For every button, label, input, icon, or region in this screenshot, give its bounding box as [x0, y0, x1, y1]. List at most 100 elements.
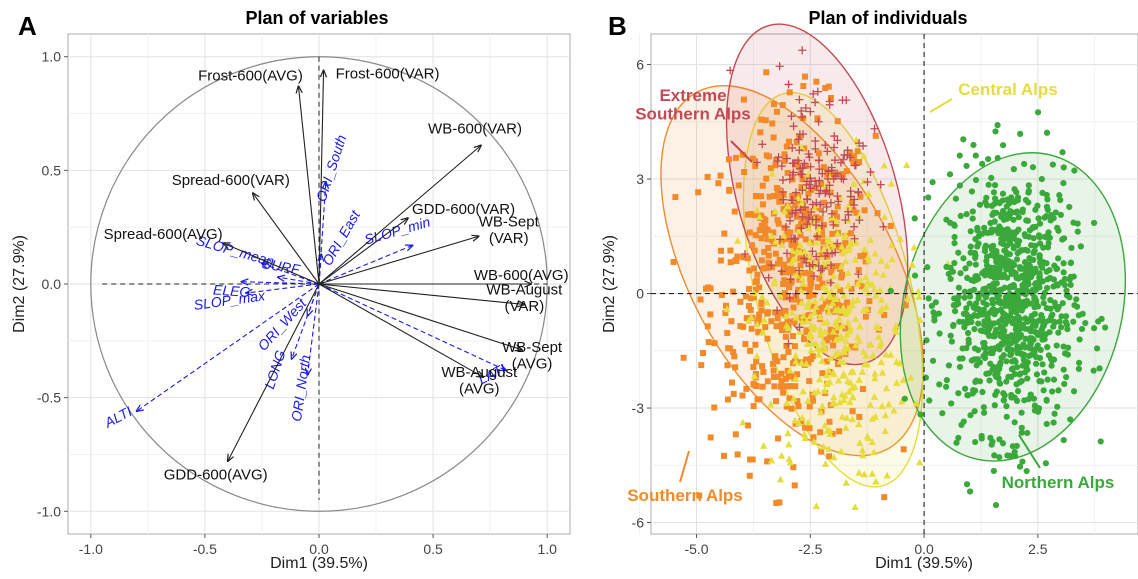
- point-square: [760, 265, 767, 272]
- point-circle: [1059, 300, 1066, 307]
- point-triangle: [788, 259, 796, 267]
- point-plus: [825, 181, 834, 190]
- point-circle: [1062, 313, 1070, 320]
- point-plus: [829, 220, 838, 229]
- point-circle: [1040, 244, 1047, 251]
- point-circle: [992, 128, 999, 135]
- point-circle: [1060, 180, 1067, 187]
- point-plus: [798, 186, 807, 195]
- point-circle: [1053, 265, 1060, 273]
- point-plus: [821, 141, 830, 150]
- point-circle: [990, 306, 997, 313]
- point-circle: [1010, 216, 1017, 223]
- point-square: [730, 390, 737, 397]
- point-circle: [964, 312, 971, 320]
- panel-a-y-ticks: -1.0 -0.5 0.0 0.5 1.0: [37, 49, 68, 519]
- point-square: [794, 371, 801, 378]
- point-square: [755, 328, 762, 335]
- point-triangle: [788, 247, 797, 255]
- point-circle: [1031, 310, 1038, 318]
- point-square: [847, 230, 854, 237]
- point-square: [787, 206, 794, 213]
- point-circle: [1009, 267, 1016, 275]
- point-circle: [1033, 282, 1040, 289]
- point-circle: [1013, 381, 1020, 388]
- point-circle: [1019, 208, 1026, 216]
- point-square: [784, 269, 791, 276]
- point-square: [836, 428, 843, 435]
- point-square: [779, 269, 786, 276]
- point-square: [827, 94, 834, 101]
- point-circle: [971, 356, 978, 363]
- point-square: [707, 434, 714, 441]
- point-circle: [1031, 407, 1038, 414]
- point-square: [815, 309, 822, 316]
- point-square: [779, 102, 786, 109]
- panel-b: B Plan of individuals Southern Alps Centr…: [601, 8, 1138, 572]
- point-triangle: [838, 321, 846, 329]
- point-triangle: [877, 358, 885, 366]
- point-plus: [826, 198, 835, 207]
- point-triangle: [814, 227, 822, 235]
- point-triangle: [870, 393, 878, 400]
- point-plus: [816, 200, 825, 209]
- point-triangle: [798, 318, 806, 325]
- point-circle: [993, 209, 1000, 216]
- point-square: [724, 330, 731, 337]
- point-square: [803, 207, 810, 214]
- point-circle: [972, 261, 979, 268]
- point-square: [773, 499, 780, 506]
- point-circle: [1048, 313, 1055, 320]
- point-triangle: [871, 374, 879, 382]
- point-circle: [991, 402, 998, 409]
- point-circle: [1016, 334, 1023, 342]
- point-circle: [1001, 392, 1008, 399]
- point-square: [750, 364, 757, 371]
- point-square: [790, 304, 797, 311]
- point-circle: [987, 360, 994, 367]
- point-square: [792, 201, 799, 208]
- active-arrow: [223, 243, 320, 285]
- point-circle: [1050, 323, 1057, 330]
- point-triangle: [892, 328, 900, 335]
- point-circle: [1010, 166, 1017, 173]
- point-square: [754, 396, 761, 403]
- point-square: [781, 151, 788, 158]
- point-circle: [1014, 346, 1021, 353]
- y-tick-label: 3: [636, 171, 644, 187]
- point-triangle: [812, 502, 820, 510]
- point-circle: [989, 438, 996, 445]
- point-square: [743, 385, 750, 392]
- point-plus: [816, 266, 825, 275]
- point-plus: [804, 213, 813, 222]
- point-square: [783, 342, 790, 349]
- point-triangle: [830, 399, 839, 407]
- point-triangle: [868, 414, 877, 422]
- supp-var-eleg: ELEG: [213, 281, 320, 300]
- point-circle: [1039, 361, 1046, 368]
- point-triangle: [851, 383, 859, 390]
- point-square: [833, 327, 840, 334]
- point-triangle: [794, 194, 802, 201]
- point-triangle: [863, 278, 871, 286]
- point-triangle: [804, 418, 812, 426]
- point-circle: [1004, 262, 1011, 269]
- point-square: [778, 198, 785, 205]
- point-square: [793, 139, 800, 146]
- point-square: [806, 378, 813, 385]
- point-plus: [788, 143, 797, 152]
- point-triangle: [821, 421, 829, 429]
- point-triangle: [792, 351, 800, 359]
- point-circle: [951, 233, 958, 241]
- point-triangle: [898, 397, 906, 405]
- point-triangle: [817, 408, 825, 416]
- point-triangle: [826, 426, 834, 434]
- point-circle: [1068, 244, 1075, 252]
- point-circle: [956, 182, 963, 189]
- point-square: [704, 173, 711, 180]
- point-plus: [850, 222, 859, 231]
- point-circle: [1038, 175, 1045, 183]
- point-square: [752, 162, 759, 169]
- point-triangle: [768, 232, 776, 239]
- point-circle: [951, 308, 959, 315]
